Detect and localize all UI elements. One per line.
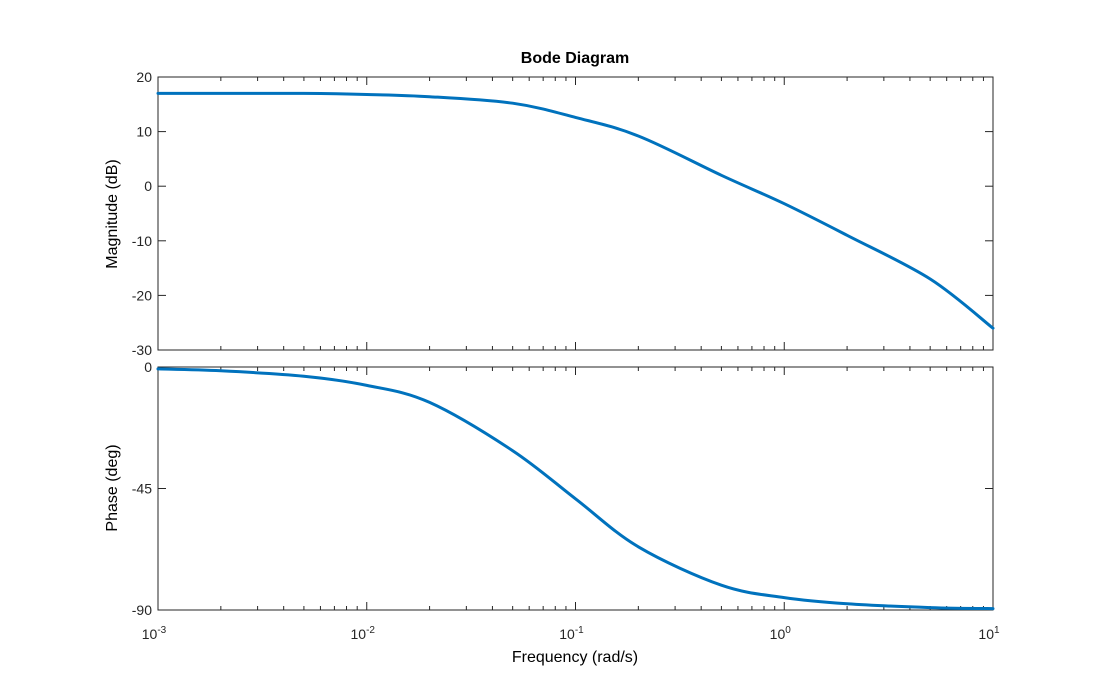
x-axis-label: Frequency (rad/s) bbox=[512, 649, 638, 666]
y-tick-label: -20 bbox=[132, 287, 152, 303]
x-tick-labels: 10-3 10-2 10-1 100 101 bbox=[142, 625, 1000, 642]
y-tick-label: 10 bbox=[136, 124, 152, 140]
phase-plot-box bbox=[157, 366, 994, 611]
magnitude-y-tick-labels: 20 10 0 -10 -20 -30 bbox=[132, 69, 152, 358]
y-tick-label: -10 bbox=[132, 233, 152, 249]
phase-curve bbox=[156, 367, 995, 611]
phase-y-tick-labels: 0 -45 -90 bbox=[132, 359, 152, 618]
y-tick-label: 0 bbox=[144, 359, 152, 375]
magnitude-axes: 20 10 0 -10 -20 -30 Magnitude (dB) bbox=[104, 69, 995, 358]
y-tick-label: 20 bbox=[136, 69, 152, 85]
magnitude-ylabel: Magnitude (dB) bbox=[104, 159, 121, 268]
y-tick-label: 0 bbox=[144, 178, 152, 194]
chart-title: Bode Diagram bbox=[521, 50, 629, 67]
y-tick-label: -90 bbox=[132, 602, 152, 618]
x-tick-label: 10-1 bbox=[559, 625, 584, 642]
x-tick-label: 10-2 bbox=[351, 625, 376, 642]
x-tick-label: 10-3 bbox=[142, 625, 167, 642]
phase-ylabel: Phase (deg) bbox=[104, 444, 121, 531]
x-tick-label: 100 bbox=[770, 625, 792, 642]
x-tick-label: 101 bbox=[978, 625, 1000, 642]
magnitude-curve bbox=[156, 91, 995, 330]
phase-axes: 0 -45 -90 Phase (deg) bbox=[104, 359, 995, 618]
magnitude-ticks bbox=[157, 76, 994, 351]
y-tick-label: -30 bbox=[132, 342, 152, 358]
y-tick-label: -45 bbox=[132, 481, 152, 497]
phase-ticks bbox=[157, 366, 994, 611]
